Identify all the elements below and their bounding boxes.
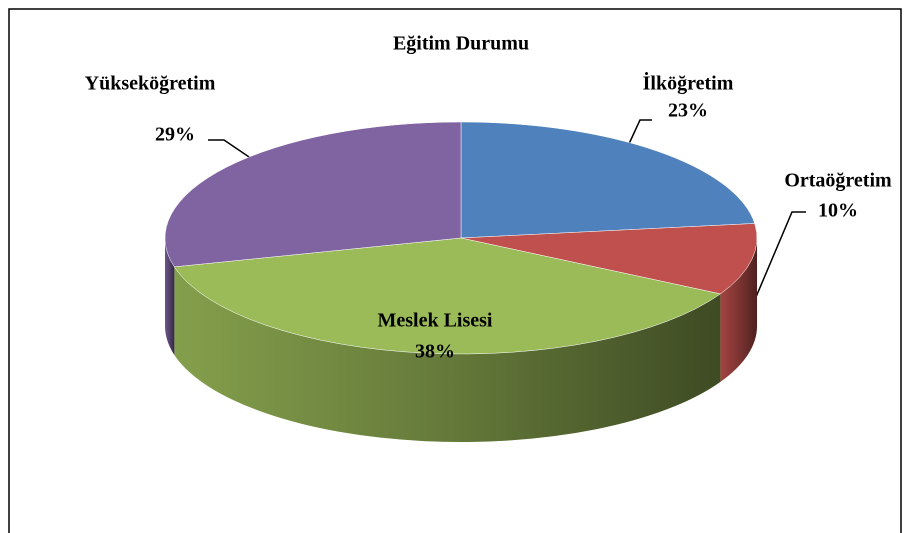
slice-value-label: 38% [415,341,455,363]
slice-label: İlköğretim [643,71,734,95]
pie [164,121,758,443]
leader-line [208,139,259,164]
pie-side-shade [720,238,757,382]
pie-slice [460,223,758,295]
leader-line [627,119,652,147]
pie-slice [460,121,756,239]
chart-title: Eğitim Durumu [393,33,529,55]
pie-slice [173,237,721,355]
pie-side-shade [174,266,721,443]
pie-side-shade [165,238,175,355]
slice-label: Ortaöğretim [784,170,892,192]
pie-slice [164,121,462,268]
labels: İlköğretim 23% Ortaöğretim 10% Meslek Lisesi… [85,71,892,363]
slice-label: Meslek Lisesi [378,310,493,332]
slice-label: Yükseköğretim [85,73,216,95]
slice-value-label: 23% [668,100,708,122]
slice-value-label: 10% [818,200,858,222]
slice-value-label: 29% [155,124,195,146]
leader-line [741,211,806,331]
